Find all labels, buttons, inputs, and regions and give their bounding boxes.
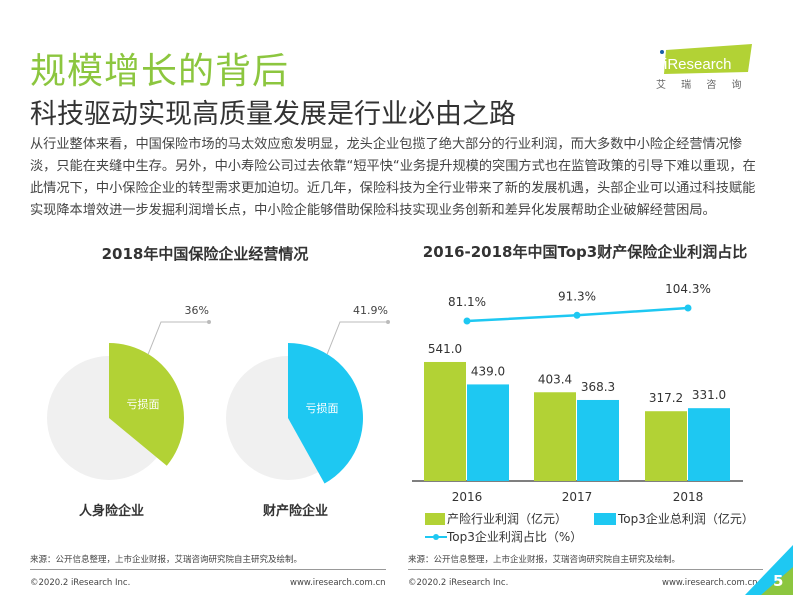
legend-top3: Top3企业总利润（亿元） bbox=[594, 510, 754, 527]
legend-ratio: Top3企业利润占比（%） bbox=[425, 528, 582, 545]
page-corner bbox=[745, 545, 793, 595]
x-tick-label: 2018 bbox=[673, 490, 704, 504]
copyright-right: ©2020.2 iResearch Inc. bbox=[408, 578, 509, 588]
leader-dot bbox=[207, 320, 211, 324]
x-tick-label: 2016 bbox=[452, 490, 483, 504]
pie-slice-label: 亏损面 bbox=[306, 401, 339, 415]
bar bbox=[577, 399, 619, 481]
source-right: 来源：公开信息整理，上市企业财报，艾瑞咨询研究院自主研究及绘制。 bbox=[408, 555, 681, 565]
pie-value-label: 36% bbox=[185, 304, 209, 317]
bar-label: 317.2 bbox=[649, 391, 683, 405]
svg-text:iResearch: iResearch bbox=[664, 56, 732, 73]
pie-chart-title: 2018年中国保险企业经营情况 bbox=[101, 245, 309, 263]
bar-label: 403.4 bbox=[538, 372, 572, 386]
bar-chart-title: 2016-2018年中国Top3财产保险企业利润占比 bbox=[422, 243, 748, 261]
legend-swatch bbox=[425, 512, 445, 525]
bar bbox=[645, 411, 687, 481]
page-subtitle: 科技驱动实现高质量发展是行业必由之路 bbox=[30, 99, 516, 130]
page-number: 5 bbox=[773, 572, 784, 590]
leader-line bbox=[326, 321, 388, 355]
legend-swatch bbox=[594, 512, 616, 525]
divider bbox=[408, 569, 763, 570]
ratio-point bbox=[684, 304, 692, 312]
ratio-point bbox=[463, 317, 471, 325]
legend-label: Top3企业总利润（亿元） bbox=[618, 512, 754, 526]
bar-label: 331.0 bbox=[692, 388, 726, 402]
source-left: 来源：公开信息整理，上市企业财报，艾瑞咨询研究院自主研究及绘制。 bbox=[30, 555, 303, 565]
bar-label: 439.0 bbox=[471, 364, 505, 378]
ratio-label: 81.1% bbox=[448, 295, 486, 309]
bar bbox=[467, 384, 509, 481]
legend-industry: 产险行业利润（亿元） bbox=[425, 510, 567, 527]
legend-label: 产险行业利润（亿元） bbox=[447, 512, 568, 526]
bar bbox=[688, 408, 730, 481]
body-text: 从行业整体来看，中国保险市场的马太效应愈发明显，龙头企业包揽了绝大部分的行业利润… bbox=[30, 137, 756, 218]
url-right[interactable]: www.iresearch.com.cn bbox=[662, 578, 758, 588]
leader-line bbox=[147, 321, 209, 355]
bar bbox=[424, 361, 466, 481]
pie-charts: 36% 亏损面 41.9% 亏损面 bbox=[47, 304, 390, 484]
bar-label: 368.3 bbox=[581, 380, 615, 394]
copyright-left: ©2020.2 iResearch Inc. bbox=[30, 578, 131, 588]
pie-label-life: 人身险企业 bbox=[79, 504, 145, 519]
bar-label: 541.0 bbox=[428, 342, 462, 356]
pie-slice bbox=[288, 343, 364, 484]
logo-cn: 艾 瑞 咨 询 bbox=[656, 80, 748, 91]
ratio-label: 104.3% bbox=[665, 282, 711, 296]
pie-label-property: 财产险企业 bbox=[263, 504, 329, 519]
pie-slice bbox=[109, 343, 185, 466]
iresearch-logo: iResearch 艾 瑞 咨 询 bbox=[656, 44, 752, 104]
divider bbox=[30, 569, 386, 570]
legend-label: Top3企业利润占比（%） bbox=[447, 530, 583, 544]
legend-line-icon bbox=[425, 533, 447, 540]
leader-dot bbox=[386, 320, 390, 324]
x-tick-label: 2017 bbox=[562, 490, 593, 504]
ratio-label: 91.3% bbox=[558, 289, 596, 303]
url-left[interactable]: www.iresearch.com.cn bbox=[290, 578, 386, 588]
pie-value-label: 41.9% bbox=[353, 304, 388, 317]
bar bbox=[534, 392, 576, 481]
pie-slice-label: 亏损面 bbox=[127, 397, 160, 411]
ratio-point bbox=[573, 311, 581, 319]
page-title: 规模增长的背后 bbox=[30, 51, 290, 92]
bar-chart: 541.0 439.0 2016 403.4 368.3 2017 317.2 331.0 20… bbox=[412, 282, 743, 504]
